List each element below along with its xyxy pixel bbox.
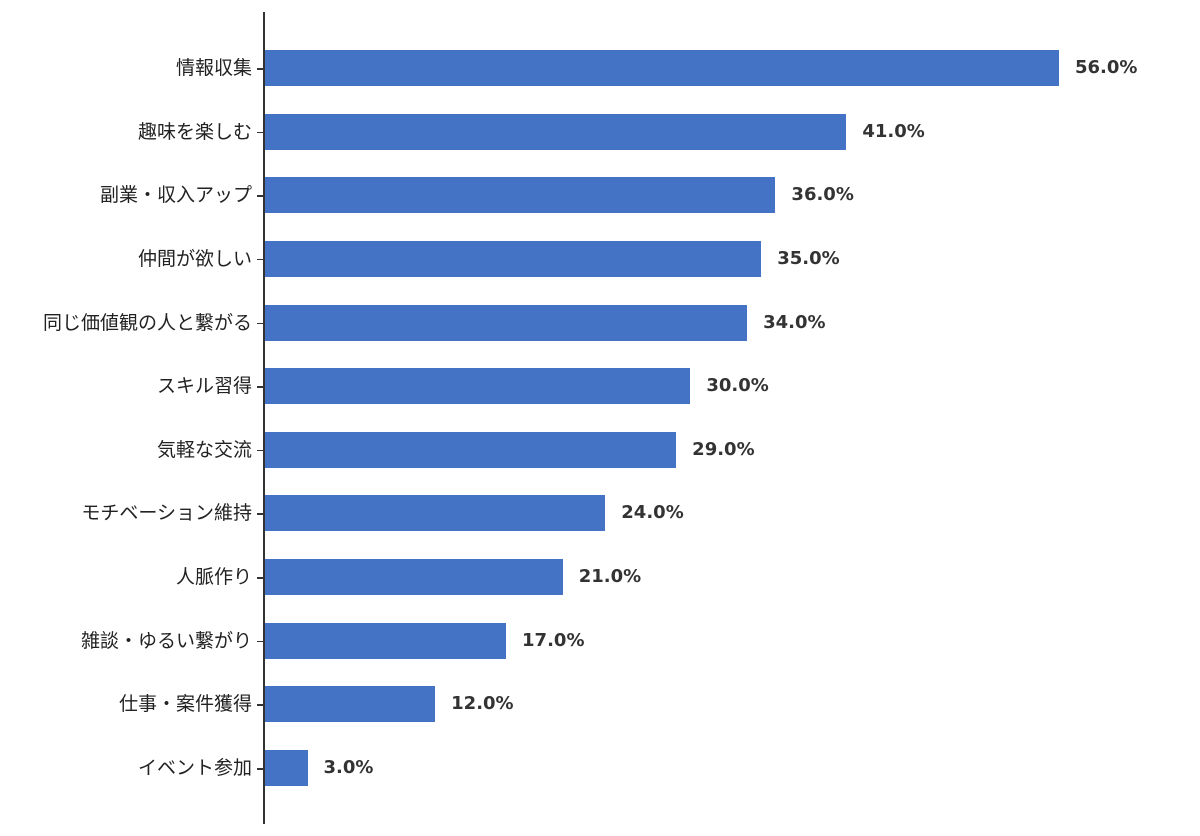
value-label: 12.0%: [451, 693, 514, 715]
bar-row: 仕事・案件獲得 12.0%: [0, 686, 1200, 723]
y-axis-tick: [257, 131, 263, 134]
category-label: 情報収集: [175, 57, 252, 79]
y-axis-tick: [257, 449, 263, 452]
bar: [265, 622, 507, 659]
bar: [265, 495, 606, 532]
bar-row: スキル習得 30.0%: [0, 368, 1200, 405]
bar: [265, 304, 748, 341]
y-axis-tick: [257, 195, 263, 197]
y-axis-tick: [257, 768, 263, 770]
value-label: 36.0%: [791, 184, 854, 206]
category-label: スキル習得: [156, 375, 252, 398]
bar-row: 趣味を楽しむ 41.0%: [0, 113, 1200, 151]
bar-row: 気軽な交流 29.0%: [0, 431, 1200, 469]
value-label: 56.0%: [1075, 57, 1138, 78]
category-label: モチベーション維持: [81, 502, 252, 525]
value-label: 24.0%: [621, 502, 684, 524]
category-label: 仕事・案件獲得: [118, 693, 252, 716]
bar: [265, 177, 776, 214]
y-axis-tick: [257, 704, 263, 706]
bar-row: モチベーション維持 24.0%: [0, 495, 1200, 532]
category-label: 趣味を楽しむ: [137, 120, 252, 143]
y-axis-tick: [257, 577, 263, 579]
bar: [265, 559, 563, 596]
category-label: イベント参加: [137, 757, 252, 779]
bar: [265, 750, 308, 786]
bar-row: 副業・収入アップ 36.0%: [0, 177, 1200, 214]
value-label: 29.0%: [692, 438, 755, 460]
y-axis-tick: [257, 386, 263, 388]
bar-row: 人脈作り 21.0%: [0, 559, 1200, 596]
bar: [265, 240, 762, 277]
value-label: 21.0%: [578, 566, 642, 588]
y-axis-tick: [257, 513, 263, 515]
y-axis-tick: [257, 68, 263, 70]
bar-row: 同じ価値観の人と繋がる 34.0%: [0, 304, 1200, 342]
category-label: 気軽な交流: [156, 438, 252, 461]
value-label: 41.0%: [862, 120, 925, 142]
y-axis-line: [263, 12, 265, 824]
value-label: 35.0%: [777, 247, 840, 269]
bar: [265, 686, 436, 723]
value-label: 3.0%: [323, 757, 374, 778]
bar: [265, 431, 677, 468]
value-label: 34.0%: [763, 311, 826, 333]
bar: [265, 368, 691, 405]
bar-row: 雑談・ゆるい繋がり 17.0%: [0, 622, 1200, 660]
y-axis-tick: [257, 640, 263, 643]
bar-row: イベント参加 3.0%: [0, 750, 1200, 787]
y-axis-tick: [257, 258, 263, 261]
value-label: 17.0%: [522, 629, 585, 651]
bar: [265, 113, 847, 150]
bar-row: 情報収集 56.0%: [0, 50, 1200, 87]
category-label: 同じ価値観の人と繋がる: [42, 311, 252, 334]
category-label: 副業・収入アップ: [99, 184, 252, 207]
category-label: 雑談・ゆるい繋がり: [80, 629, 252, 652]
bar: [265, 50, 1059, 86]
category-label: 人脈作り: [175, 566, 252, 589]
category-label: 仲間が欲しい: [137, 247, 252, 270]
bar-row: 仲間が欲しい 35.0%: [0, 240, 1200, 278]
value-label: 30.0%: [706, 375, 769, 397]
y-axis-tick: [257, 322, 263, 325]
